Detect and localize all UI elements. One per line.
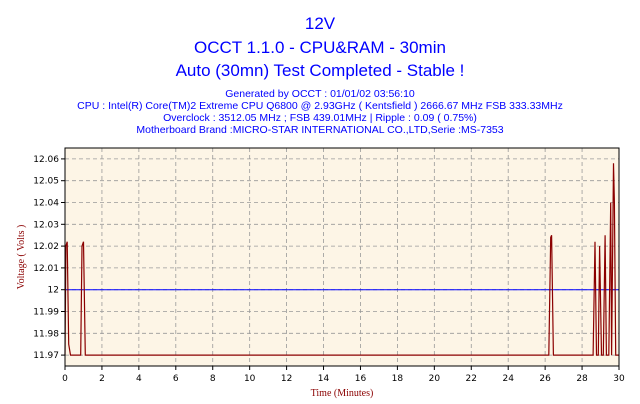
x-axis-label: Time (Minutes) [311, 388, 374, 399]
y-tick-label: 12.04 [33, 199, 59, 209]
x-tick-label: 16 [355, 374, 367, 384]
x-tick-label: 20 [429, 374, 441, 384]
x-tick-label: 30 [613, 374, 625, 384]
series-group [64, 163, 619, 356]
x-tick-label: 12 [281, 374, 292, 384]
x-tick-label: 4 [136, 374, 142, 384]
chart-title: 12V [304, 14, 336, 33]
x-tick-label: 0 [62, 374, 68, 384]
x-tick-label: 2 [99, 374, 105, 384]
x-tick-label: 14 [318, 374, 330, 384]
test-status: Auto (30mn) Test Completed - Stable ! [175, 61, 465, 80]
test-name: OCCT 1.1.0 - CPU&RAM - 30min [194, 38, 446, 57]
y-axis-label: Voltage ( Volts ) [16, 225, 27, 290]
plot-area [65, 148, 619, 366]
y-tick-label: 11.98 [33, 329, 59, 339]
overclock-line: Overclock : 3512.05 MHz ; FSB 439.01MHz … [163, 112, 477, 124]
x-tick-label: 18 [392, 374, 404, 384]
x-tick-label: 26 [539, 374, 551, 384]
plot-frame [64, 147, 620, 367]
y-tick-labels: 11.97 11.98 11.99 12 12.01 12.02 12.03 12.04 12.… [33, 155, 59, 361]
y-tick-label: 12.02 [33, 242, 59, 252]
x-tick-label: 28 [576, 374, 588, 384]
y-tick-label: 11.99 [33, 308, 59, 318]
generated-line: Generated by OCCT : 01/01/02 03:56:10 [225, 88, 415, 100]
motherboard-line: Motherboard Brand :MICRO-STAR INTERNATIO… [136, 124, 504, 136]
y-tick-label: 12.01 [33, 264, 59, 274]
y-tick-label: 12.05 [33, 177, 59, 187]
y-tick-label: 12.06 [33, 155, 59, 165]
y-tick-label: 12.03 [33, 220, 59, 230]
x-tick-label: 6 [173, 374, 179, 384]
x-tick-label: 24 [502, 374, 514, 384]
y-tick-label: 11.97 [33, 351, 59, 361]
y-tick-label: 12 [48, 286, 59, 296]
x-tick-label: 22 [466, 374, 477, 384]
cpu-line: CPU : Intel(R) Core(TM)2 Extreme CPU Q68… [77, 100, 563, 112]
plot-background [65, 148, 619, 366]
x-tick-labels: 0 2 4 6 8 10 12 14 16 18 20 22 24 26 28 30 [62, 374, 625, 384]
x-tick-label: 8 [210, 374, 216, 384]
x-tick-label: 10 [244, 374, 256, 384]
series-line [64, 163, 619, 356]
axes [61, 147, 620, 370]
